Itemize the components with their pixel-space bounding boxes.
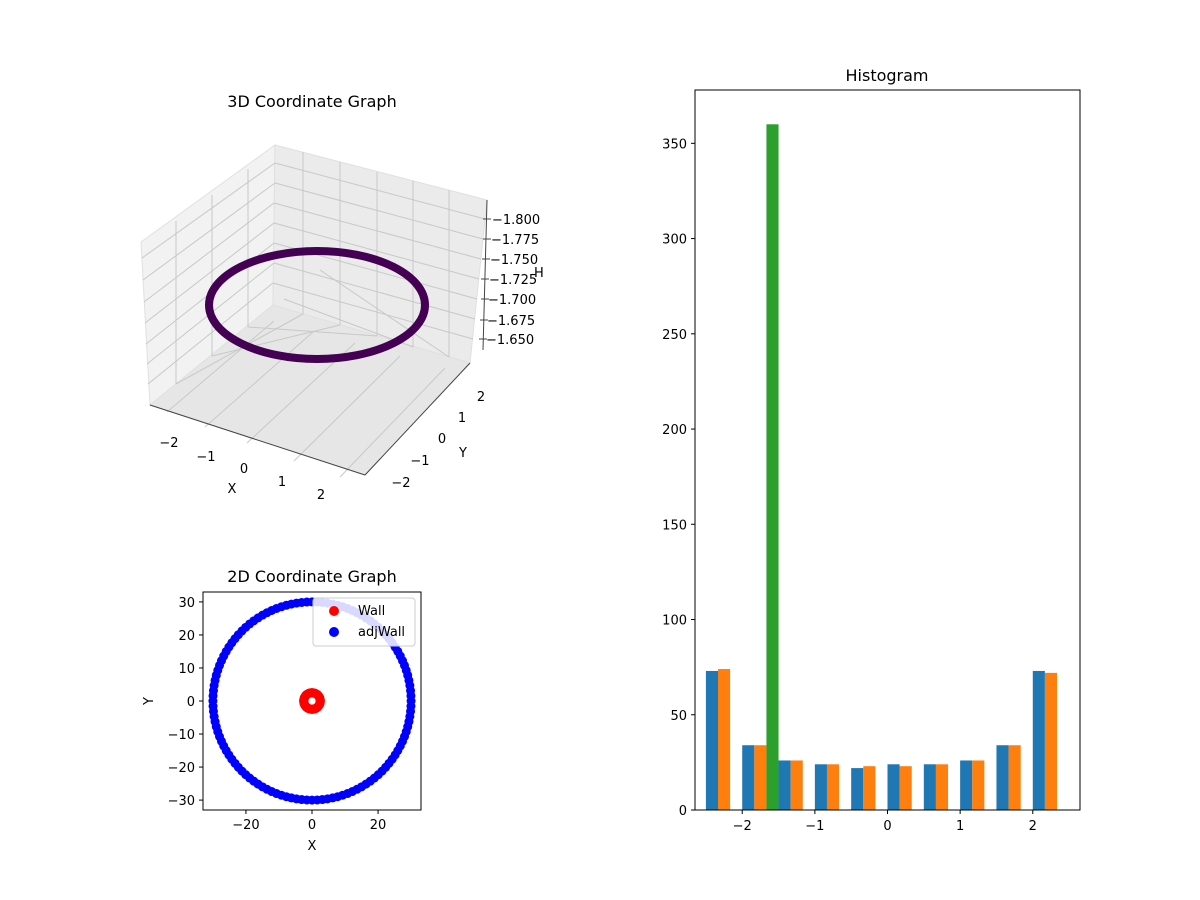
y2d-tick-label: −20 bbox=[168, 761, 195, 776]
histogram-bar-orange bbox=[754, 745, 767, 810]
histogram-yticks: 0 50 100 150 200 250 300 350 bbox=[662, 137, 695, 819]
hist-y-tick-label: 300 bbox=[662, 233, 687, 248]
legend-wall-label: Wall bbox=[358, 604, 385, 619]
y3d-tick-label: −1 bbox=[410, 454, 429, 469]
histogram-bar-orange bbox=[1008, 745, 1021, 810]
x2d-tick-label: 20 bbox=[370, 818, 387, 833]
hist-x-tick-label: −1 bbox=[805, 819, 824, 834]
hist-y-tick-label: 0 bbox=[679, 804, 687, 819]
y2d-tick-label: 30 bbox=[178, 596, 195, 611]
y2d-tick-label: −30 bbox=[168, 794, 195, 809]
histogram-bar-blue bbox=[1032, 670, 1045, 810]
grid-3d bbox=[141, 152, 486, 478]
x3d-axis-label: X bbox=[228, 482, 237, 497]
histogram-bar-orange bbox=[863, 766, 876, 810]
y3d-axis-label: Y bbox=[458, 446, 467, 461]
histogram-title: Histogram bbox=[846, 66, 929, 85]
hist-x-tick-label: −2 bbox=[733, 819, 752, 834]
histogram-bar-orange bbox=[935, 764, 949, 810]
histogram-bar-blue bbox=[778, 760, 791, 810]
y2d-tick-label: 20 bbox=[178, 629, 195, 644]
legend-adjwall-label: adjWall bbox=[358, 625, 405, 640]
z3d-tick-label: −1.750 bbox=[490, 253, 538, 268]
histogram-bars bbox=[705, 124, 1057, 811]
y2d-tick-label: −10 bbox=[168, 728, 195, 743]
y-axis-3d bbox=[364, 362, 471, 476]
x3d-tick-label: 0 bbox=[240, 462, 248, 477]
histogram-bar-blue bbox=[923, 764, 936, 810]
wall-point bbox=[315, 696, 325, 706]
legend-2d: Wall adjWall bbox=[312, 597, 416, 647]
hist-x-tick-label: 2 bbox=[1029, 819, 1037, 834]
plot-2d-xticks: −20 0 20 bbox=[232, 810, 386, 833]
x3d-tick-label: 2 bbox=[317, 488, 325, 503]
x3d-tick-label: −1 bbox=[196, 450, 215, 465]
x2d-tick-label: −20 bbox=[232, 818, 259, 833]
plot-3d-title: 3D Coordinate Graph bbox=[227, 92, 396, 111]
plot-histogram: Histogram −2 −1 0 1 2 0 50 100 150 200 250 300 350 bbox=[662, 66, 1081, 834]
x2d-axis-label: X bbox=[308, 839, 317, 854]
z3d-tick-label: −1.775 bbox=[491, 233, 539, 248]
histogram-bar-blue bbox=[996, 745, 1009, 810]
z3d-ticks bbox=[479, 218, 491, 340]
z3d-axis-label: H bbox=[534, 266, 544, 281]
y3d-tick-label: 0 bbox=[438, 432, 446, 447]
histogram-bar-blue bbox=[742, 745, 755, 810]
adjwall-point bbox=[406, 701, 416, 711]
hist-x-tick-label: 1 bbox=[956, 819, 964, 834]
histogram-bar-orange bbox=[790, 760, 803, 810]
hist-x-tick-label: 0 bbox=[883, 819, 891, 834]
z3d-tick-label: −1.725 bbox=[489, 273, 537, 288]
histogram-bar-blue bbox=[960, 760, 973, 810]
histogram-bar-blue bbox=[887, 764, 900, 810]
histogram-bar-orange bbox=[826, 764, 840, 810]
plot-3d: 3D Coordinate Graph bbox=[140, 92, 544, 503]
histogram-bar-orange bbox=[972, 760, 985, 810]
y3d-tick-label: −2 bbox=[391, 476, 410, 491]
y2d-tick-label: 0 bbox=[187, 695, 195, 710]
x-axis-3d bbox=[149, 404, 366, 476]
plot-2d-yticks: −30 −20 −10 0 10 20 30 bbox=[168, 596, 203, 809]
histogram-bar-blue bbox=[814, 764, 827, 810]
histogram-bar-orange bbox=[1044, 672, 1057, 810]
x3d-tick-label: −2 bbox=[159, 436, 178, 451]
z-axis-3d bbox=[482, 199, 488, 351]
histogram-bar-green bbox=[766, 124, 779, 811]
histogram-bar-orange bbox=[899, 766, 912, 810]
plot-2d-points bbox=[208, 597, 416, 805]
histogram-frame bbox=[695, 90, 1080, 810]
hist-y-tick-label: 150 bbox=[662, 518, 687, 533]
y2d-tick-label: 10 bbox=[178, 662, 195, 677]
z3d-tick-label: −1.650 bbox=[486, 333, 534, 348]
hist-y-tick-label: 100 bbox=[662, 614, 687, 629]
x2d-tick-label: 0 bbox=[308, 818, 316, 833]
plot-2d-title: 2D Coordinate Graph bbox=[227, 567, 396, 586]
histogram-xticks: −2 −1 0 1 2 bbox=[733, 810, 1037, 834]
y3d-tick-label: 1 bbox=[458, 411, 466, 426]
histogram-bar-blue bbox=[851, 768, 864, 810]
histogram-bar-orange bbox=[718, 669, 731, 810]
z3d-tick-label: −1.700 bbox=[488, 293, 536, 308]
y3d-tick-label: 2 bbox=[477, 390, 485, 405]
ring-series bbox=[205, 247, 429, 363]
legend-wall-marker bbox=[329, 606, 339, 616]
plot-2d: 2D Coordinate Graph −20 0 20 −30 −20 −10 0 10 2… bbox=[142, 567, 422, 854]
y2d-axis-label: Y bbox=[142, 697, 157, 706]
hist-y-tick-label: 250 bbox=[662, 328, 687, 343]
z3d-tick-label: −1.800 bbox=[492, 213, 540, 228]
hist-y-tick-label: 200 bbox=[662, 423, 687, 438]
hist-y-tick-label: 50 bbox=[670, 709, 687, 724]
histogram-bar-blue bbox=[705, 670, 719, 810]
legend-adjwall-marker bbox=[329, 627, 339, 637]
x3d-tick-label: 1 bbox=[278, 475, 286, 490]
z3d-tick-label: −1.675 bbox=[487, 314, 535, 329]
hist-y-tick-label: 350 bbox=[662, 137, 687, 152]
